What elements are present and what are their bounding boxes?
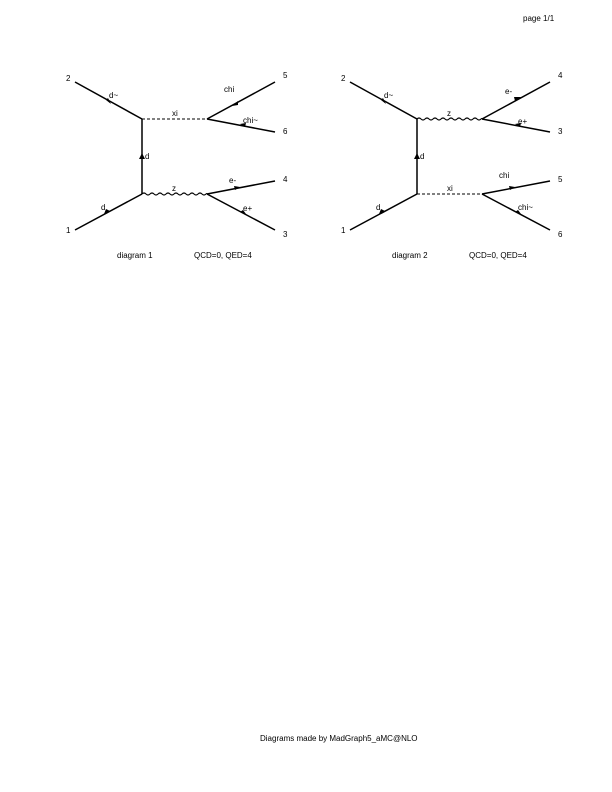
arrow-icon	[514, 97, 521, 101]
arrow-icon	[381, 98, 386, 104]
line-out-top-upper	[481, 81, 551, 120]
diagram-couplings: QCD=0, QED=4	[194, 251, 252, 260]
arrow-icon	[139, 153, 145, 159]
arrow-icon	[509, 186, 515, 190]
particle-label: z	[447, 109, 451, 118]
line-in-bottom	[74, 193, 143, 231]
ext-label: 1	[341, 226, 346, 235]
line-out-bottom-upper	[481, 180, 551, 195]
arrow-icon	[234, 186, 240, 190]
particle-label: d	[376, 203, 380, 212]
ext-label: 2	[341, 74, 346, 83]
ext-label: 4	[558, 71, 563, 80]
diagram-caption: diagram 2	[392, 251, 428, 260]
particle-label: d~	[384, 91, 393, 100]
arrow-icon	[240, 123, 246, 127]
ext-label: 3	[283, 230, 288, 239]
arrow-icon	[414, 153, 420, 159]
particle-label: xi	[447, 184, 453, 193]
ext-label: 1	[66, 226, 71, 235]
particle-label: chi	[224, 85, 234, 94]
ext-label: 6	[558, 230, 563, 239]
diagram-caption: diagram 1	[117, 251, 153, 260]
line-in-bottom	[349, 193, 418, 231]
ext-label: 4	[283, 175, 288, 184]
ext-label: 2	[66, 74, 71, 83]
arrow-icon	[240, 210, 246, 214]
arrow-icon	[515, 210, 521, 214]
particle-label: e+	[518, 117, 527, 126]
arrow-icon	[106, 98, 111, 104]
arrow-icon	[104, 209, 110, 214]
particle-label: e-	[229, 176, 236, 185]
particle-label: chi	[499, 171, 509, 180]
line-out-top-lower	[481, 118, 551, 133]
particle-label: d	[420, 152, 424, 161]
particle-label: chi~	[518, 203, 533, 212]
particle-label: d~	[109, 91, 118, 100]
line-out-bottom-upper	[206, 180, 276, 195]
particle-label: chi~	[243, 116, 258, 125]
line-out-top-upper	[206, 81, 276, 120]
arrow-icon	[515, 123, 521, 127]
ext-label: 6	[283, 127, 288, 136]
diagram-couplings: QCD=0, QED=4	[469, 251, 527, 260]
particle-label: e+	[243, 204, 252, 213]
arrow-icon	[379, 209, 385, 214]
propagator-bottom	[141, 192, 208, 196]
ext-label: 3	[558, 127, 563, 136]
particle-label: xi	[172, 109, 178, 118]
ext-label: 5	[558, 175, 563, 184]
line-out-top-lower	[206, 118, 276, 133]
footer-credit: Diagrams made by MadGraph5_aMC@NLO	[260, 734, 418, 743]
arrow-icon	[232, 101, 238, 106]
ext-label: 5	[283, 71, 288, 80]
particle-label: d	[145, 152, 149, 161]
page-number: page 1/1	[523, 14, 555, 23]
particle-label: z	[172, 184, 176, 193]
particle-label: e-	[505, 87, 512, 96]
propagator-top	[416, 117, 483, 121]
particle-label: d	[101, 203, 105, 212]
